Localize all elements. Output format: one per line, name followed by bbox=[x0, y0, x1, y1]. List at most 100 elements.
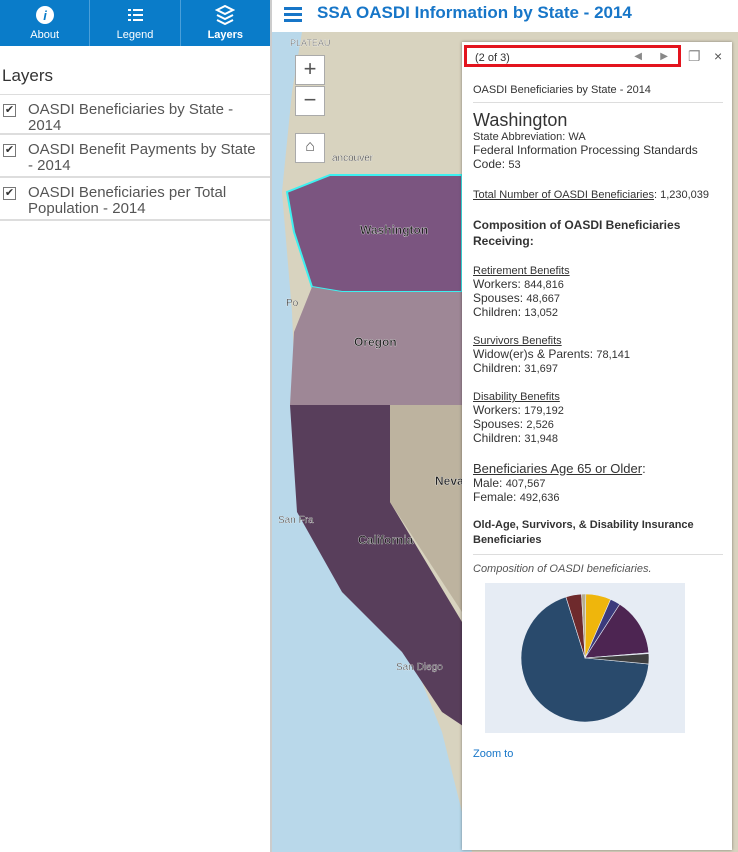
layers-icon bbox=[215, 5, 236, 25]
layer-item[interactable]: ✔ OASDI Beneficiaries per Total Populatio… bbox=[0, 178, 270, 221]
age-list: Male: 407,567 Female: 492,636 bbox=[473, 476, 723, 504]
pie-slice bbox=[584, 653, 650, 665]
map-label: ancouver bbox=[332, 153, 374, 164]
group-row: Children: 31,697 bbox=[473, 361, 723, 375]
state-oregon[interactable] bbox=[290, 287, 462, 405]
sidebar: i About Legend Layers Layers ✔ OASDI Benef… bbox=[0, 0, 272, 852]
section-heading: Composition of OASDI Beneficiaries Recei… bbox=[473, 218, 681, 248]
field-label: Workers: bbox=[473, 403, 521, 417]
home-button[interactable]: ⌂ bbox=[295, 133, 325, 163]
header: SSA OASDI Information by State - 2014 bbox=[272, 0, 738, 32]
group-row: Children: 13,052 bbox=[473, 305, 723, 319]
map-label: San Fra bbox=[278, 515, 314, 526]
map-label: Po bbox=[286, 298, 299, 309]
group-row: Widow(er)s & Parents: 78,141 bbox=[473, 347, 723, 361]
field-value: WA bbox=[568, 131, 586, 143]
tab[interactable]: i About bbox=[0, 0, 91, 46]
field-value: 179,192 bbox=[524, 405, 564, 417]
field-value: 31,948 bbox=[524, 433, 559, 445]
field-value: 48,667 bbox=[526, 293, 561, 305]
group-title: Disability Benefits bbox=[473, 391, 560, 403]
field-value: 407,567 bbox=[505, 478, 546, 490]
pie-slice bbox=[584, 603, 650, 659]
pie-chart bbox=[485, 583, 685, 733]
next-button[interactable]: ▶ bbox=[660, 51, 668, 62]
groups: Retirement Benefits Workers: 844,816 Spous… bbox=[473, 265, 723, 445]
field-value: 2,526 bbox=[526, 419, 554, 431]
field-label: Spouses: bbox=[473, 417, 524, 431]
tab[interactable]: Legend bbox=[90, 0, 181, 46]
checkbox[interactable]: ✔ bbox=[3, 144, 16, 157]
field-value: 844,816 bbox=[524, 279, 564, 291]
svg-text:i: i bbox=[43, 8, 47, 23]
feature-name: Washington bbox=[473, 110, 568, 130]
legend-icon bbox=[127, 9, 143, 21]
field-value: 78,141 bbox=[596, 349, 631, 361]
field-value: 13,052 bbox=[524, 307, 559, 319]
tab[interactable]: Layers bbox=[181, 0, 270, 46]
field-label: Female: bbox=[473, 490, 517, 504]
field-label: State Abbreviation: bbox=[473, 131, 566, 143]
map-label: Oregon bbox=[354, 335, 397, 349]
close-button[interactable]: × bbox=[714, 48, 723, 64]
layer-item[interactable]: ✔ OASDI Beneficiaries by State - 2014 bbox=[0, 95, 270, 135]
field-value: 1,230,039 bbox=[660, 189, 710, 201]
zoom-out-button[interactable]: − bbox=[295, 86, 325, 116]
group-row: Workers: 179,192 bbox=[473, 403, 723, 417]
popup: (2 of 3) ◀ ▶ ❐ × OASDI Beneficiaries by … bbox=[462, 42, 732, 850]
popup-body: OASDI Beneficiaries by State - 2014 Wash… bbox=[473, 84, 723, 760]
tabs: i About Legend Layers bbox=[0, 0, 270, 46]
layer-label: OASDI Beneficiaries per Total Population… bbox=[28, 184, 227, 217]
field-label: Federal Information Processing Standards… bbox=[473, 143, 698, 171]
map-label: California bbox=[358, 533, 414, 547]
app-title: SSA OASDI Information by State - 2014 bbox=[317, 3, 632, 22]
map-label: Washington bbox=[360, 223, 428, 237]
field-label: Children: bbox=[473, 431, 522, 445]
zoom-in-button[interactable]: + bbox=[295, 55, 325, 85]
layer-name: OASDI Beneficiaries by State - 2014 bbox=[473, 84, 723, 103]
field-label: Spouses: bbox=[473, 291, 524, 305]
field-label: Children: bbox=[473, 361, 522, 375]
pie-slice bbox=[520, 596, 650, 723]
pager-text: (2 of 3) bbox=[475, 52, 510, 64]
layer-item[interactable]: ✔ OASDI Benefit Payments by State - 2014 bbox=[0, 135, 270, 178]
age-row: Female: 492,636 bbox=[473, 490, 723, 504]
age-row: Male: 407,567 bbox=[473, 476, 723, 490]
menu-icon[interactable] bbox=[284, 5, 304, 23]
layer-label: OASDI Beneficiaries by State - 2014 bbox=[28, 101, 234, 134]
field-label: Workers: bbox=[473, 277, 521, 291]
map-label: PLATEAU bbox=[290, 38, 330, 48]
group-row: Spouses: 2,526 bbox=[473, 417, 723, 431]
field-value: 492,636 bbox=[519, 492, 560, 504]
info-icon: i bbox=[35, 6, 54, 24]
panel-heading: Layers bbox=[0, 46, 270, 95]
state-nevada[interactable] bbox=[390, 405, 462, 612]
field-value: 31,697 bbox=[524, 363, 559, 375]
tab-label: Legend bbox=[116, 29, 154, 41]
field-label: Widow(er)s & Parents: bbox=[473, 347, 594, 361]
group-row: Children: 31,948 bbox=[473, 431, 723, 445]
chart-heading: Old-Age, Survivors, & Disability Insuran… bbox=[473, 518, 723, 555]
group-title: Retirement Benefits bbox=[473, 265, 570, 277]
prev-button[interactable]: ◀ bbox=[634, 51, 642, 62]
checkbox[interactable]: ✔ bbox=[3, 187, 16, 200]
pager: (2 of 3) ◀ ▶ bbox=[464, 45, 681, 67]
state-california[interactable] bbox=[290, 405, 492, 732]
tab-label: Layers bbox=[207, 29, 244, 41]
zoom-link[interactable]: Zoom to bbox=[473, 748, 514, 760]
chart-caption: Composition of OASDI beneficiaries. bbox=[473, 563, 652, 575]
field-label: Total Number of OASDI Beneficiaries bbox=[473, 189, 654, 201]
group-row: Spouses: 48,667 bbox=[473, 291, 723, 305]
checkbox[interactable]: ✔ bbox=[3, 104, 16, 117]
field-label: Children: bbox=[473, 305, 522, 319]
group-title: Survivors Benefits bbox=[473, 335, 562, 347]
group-row: Workers: 844,816 bbox=[473, 277, 723, 291]
map-label: Neva bbox=[435, 474, 464, 488]
maximize-button[interactable]: ❐ bbox=[688, 48, 701, 64]
field-label: Male: bbox=[473, 476, 503, 490]
layer-label: OASDI Benefit Payments by State - 2014 bbox=[28, 141, 256, 174]
field-value: 53 bbox=[508, 159, 521, 171]
section-heading: Beneficiaries Age 65 or Older bbox=[473, 461, 643, 476]
tab-label: About bbox=[30, 29, 60, 41]
